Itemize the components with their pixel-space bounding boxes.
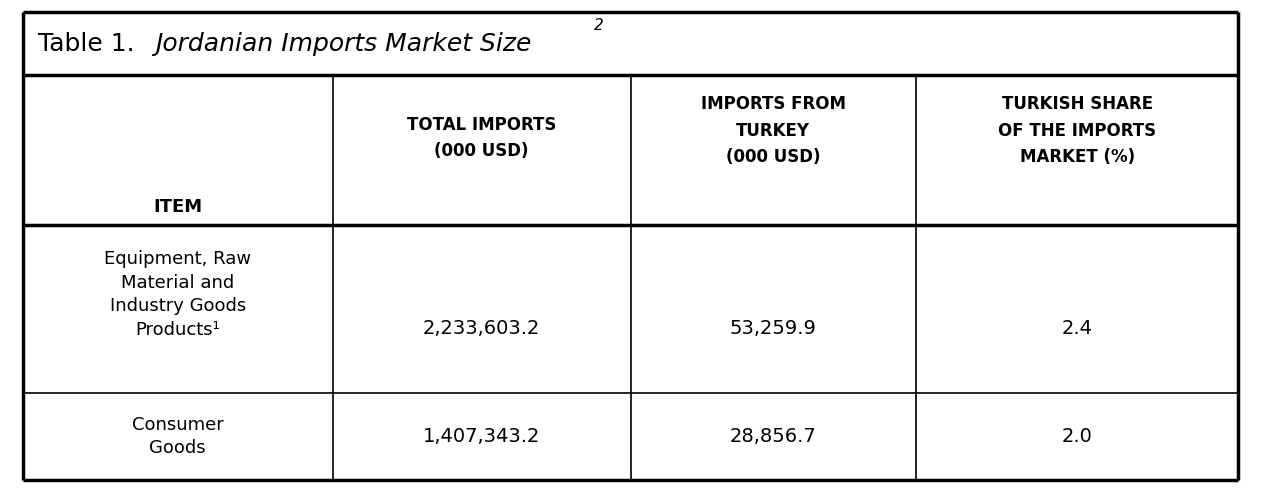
Text: Jordanian Imports Market Size: Jordanian Imports Market Size [155, 32, 531, 56]
Text: IMPORTS FROM
TURKEY
(000 USD): IMPORTS FROM TURKEY (000 USD) [701, 95, 846, 166]
Text: TURKISH SHARE
OF THE IMPORTS
MARKET (%): TURKISH SHARE OF THE IMPORTS MARKET (%) [999, 95, 1156, 166]
Text: 2.4: 2.4 [1062, 319, 1093, 338]
Text: 1,407,343.2: 1,407,343.2 [422, 427, 540, 446]
Text: 2,233,603.2: 2,233,603.2 [422, 319, 540, 338]
Text: 2.0: 2.0 [1062, 427, 1093, 446]
Text: 53,259.9: 53,259.9 [730, 319, 817, 338]
Text: ITEM: ITEM [153, 198, 202, 216]
Text: 2: 2 [594, 18, 604, 32]
Text: 28,856.7: 28,856.7 [730, 427, 817, 446]
Text: Equipment, Raw
Material and
Industry Goods
Products¹: Equipment, Raw Material and Industry Goo… [105, 250, 251, 338]
Text: TOTAL IMPORTS
(000 USD): TOTAL IMPORTS (000 USD) [407, 116, 556, 160]
Text: Table 1.: Table 1. [38, 32, 135, 56]
Text: Consumer
Goods: Consumer Goods [132, 416, 223, 457]
